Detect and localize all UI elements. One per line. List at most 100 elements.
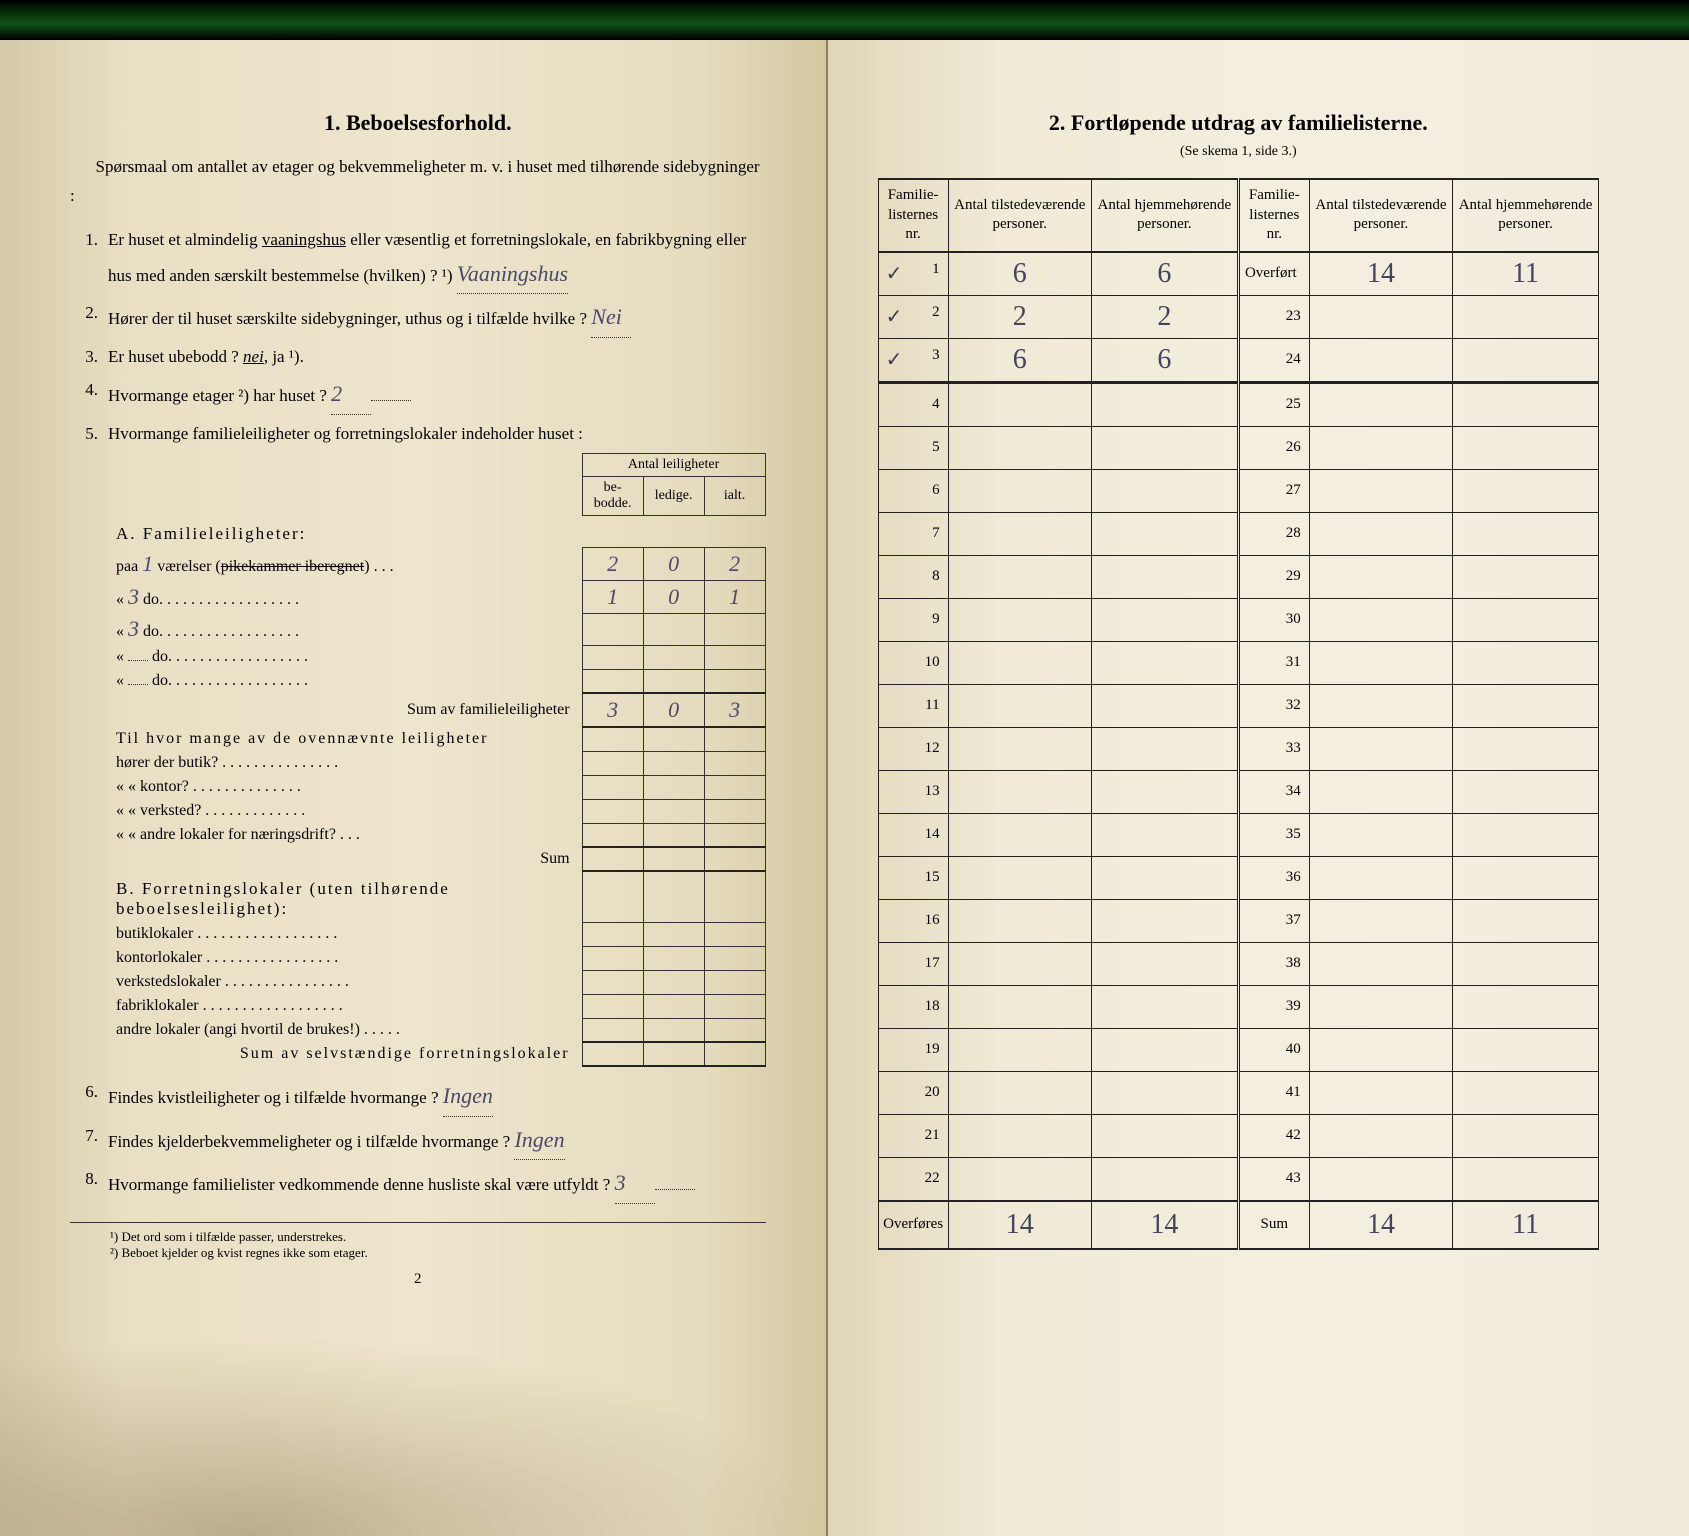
row-nr-left: 4 — [878, 382, 948, 426]
left-page: 1. Beboelsesforhold. Spørsmaal om antall… — [0, 40, 828, 1536]
row-nr-left: 14 — [878, 813, 948, 856]
fn2: ²) Beboet kjelder og kvist regnes ikke s… — [110, 1245, 766, 1261]
row-a-left — [948, 1114, 1091, 1157]
row-a-left — [948, 426, 1091, 469]
fam-h2b: Antal tilstedeværende personer. — [1309, 179, 1452, 252]
row-nr-right: 41 — [1238, 1071, 1309, 1114]
q5-text: Hvormange familieleiligheter og forretni… — [108, 419, 766, 449]
row-a-right — [1309, 641, 1452, 684]
fam-h1a: Familie- listernes nr. — [878, 179, 948, 252]
q1: 1. Er huset et almindelig vaaningshus el… — [70, 225, 766, 294]
table-row: 1132 — [878, 684, 1598, 727]
row-nr-right: 39 — [1238, 985, 1309, 1028]
row-b-left — [1091, 1157, 1238, 1201]
row-b-right — [1453, 727, 1599, 770]
table-row: ✓22223 — [878, 295, 1598, 338]
foot-right-a: 14 — [1309, 1201, 1452, 1249]
table-row: 1031 — [878, 641, 1598, 684]
leil-h3: ialt. — [704, 476, 765, 515]
row-b-left — [1091, 512, 1238, 555]
rA5-rest: do. . . . . . . . . . . . . . . . . . — [148, 672, 308, 689]
row-b-right — [1453, 512, 1599, 555]
row-nr-right: 29 — [1238, 555, 1309, 598]
row-b-right — [1453, 985, 1599, 1028]
til-sum: Sum — [110, 847, 582, 871]
q3-nei: nei — [243, 347, 264, 366]
row-b-right — [1453, 856, 1599, 899]
row-a-right — [1309, 1071, 1452, 1114]
rB4: fabriklokaler . . . . . . . . . . . . . … — [110, 994, 582, 1018]
rA2-n: 3 — [128, 584, 139, 609]
family-table: Familie- listernes nr. Antal tilstedevær… — [878, 178, 1599, 1250]
q2: 2. Hører der til huset særskilte sidebyg… — [70, 298, 766, 338]
row-a-right — [1309, 1028, 1452, 1071]
q3: 3. Er huset ubebodd ? nei, ja ¹). — [70, 342, 766, 372]
row-a-left: 6 — [948, 338, 1091, 382]
rA5-pre: « — [116, 672, 128, 689]
row-b-left — [1091, 727, 1238, 770]
q2-answer: Nei — [591, 298, 631, 338]
rA2-rest: do. . . . . . . . . . . . . . . . . . — [139, 591, 299, 608]
row-b-left — [1091, 641, 1238, 684]
page-number-left: 2 — [70, 1271, 766, 1288]
sumA-v0: 3 — [582, 693, 643, 727]
row-a-left — [948, 1071, 1091, 1114]
table-row: 1435 — [878, 813, 1598, 856]
row-nr-right: Overført — [1238, 252, 1309, 296]
row-nr-right: 26 — [1238, 426, 1309, 469]
row-b-right — [1453, 1157, 1599, 1201]
row-b-left — [1091, 555, 1238, 598]
row-a-right — [1309, 899, 1452, 942]
til-r4: « « andre lokaler for næringsdrift? . . … — [110, 823, 582, 847]
right-sub: (Se skema 1, side 3.) — [878, 144, 1599, 160]
row-a-left — [948, 512, 1091, 555]
rowA2: « 3 do. . . . . . . . . . . . . . . . . … — [110, 580, 765, 613]
family-table-body: ✓166Overført1411✓22223✓36624425526627728… — [878, 252, 1598, 1201]
table-row: 728 — [878, 512, 1598, 555]
q1-num: 1. — [70, 225, 108, 294]
row-b-right: 11 — [1453, 252, 1599, 296]
row-nr-right: 43 — [1238, 1157, 1309, 1201]
row-b-right — [1453, 942, 1599, 985]
row-a-right — [1309, 1114, 1452, 1157]
row-a-right — [1309, 684, 1452, 727]
row-b-right — [1453, 899, 1599, 942]
row-b-left: 6 — [1091, 252, 1238, 296]
row-b-left — [1091, 426, 1238, 469]
row-a-left — [948, 598, 1091, 641]
rA1-v0: 2 — [582, 547, 643, 580]
row-nr-right: 42 — [1238, 1114, 1309, 1157]
row-a-right — [1309, 727, 1452, 770]
row-a-right — [1309, 598, 1452, 641]
row-nr-right: 38 — [1238, 942, 1309, 985]
leil-head-top: Antal leiligheter — [582, 453, 765, 476]
sumA-row: Sum av familieleiligheter 3 0 3 — [110, 693, 765, 727]
row-nr-left: 19 — [878, 1028, 948, 1071]
leilighet-table: Antal leiligheter be- bodde. ledige. ial… — [110, 453, 766, 1068]
row-nr-right: 30 — [1238, 598, 1309, 641]
foot-left-label: Overføres — [878, 1201, 948, 1249]
table-row: 1536 — [878, 856, 1598, 899]
table-row: 2041 — [878, 1071, 1598, 1114]
row-nr-left: 5 — [878, 426, 948, 469]
row-b-right — [1453, 426, 1599, 469]
q3-a: Er huset ubebodd ? — [108, 347, 243, 366]
rA3-pre: « — [116, 623, 128, 640]
row-b-right — [1453, 598, 1599, 641]
foot-left-b: 14 — [1091, 1201, 1238, 1249]
row-nr-left: 6 — [878, 469, 948, 512]
row-b-right — [1453, 684, 1599, 727]
row-a-left — [948, 942, 1091, 985]
row-b-right — [1453, 1114, 1599, 1157]
q7: 7. Findes kjelderbekvemmeligheter og i t… — [70, 1121, 766, 1161]
row-nr-left: 9 — [878, 598, 948, 641]
family-footer-row: Overføres 14 14 Sum 14 11 — [878, 1201, 1598, 1249]
table-row: 1839 — [878, 985, 1598, 1028]
til-r3: « « verksted? . . . . . . . . . . . . . — [110, 799, 582, 823]
rowA5: « do. . . . . . . . . . . . . . . . . . — [110, 669, 765, 693]
row-nr-left: 21 — [878, 1114, 948, 1157]
question-list: 1. Er huset et almindelig vaaningshus el… — [70, 225, 766, 449]
footnotes: ¹) Det ord som i tilfælde passer, unders… — [70, 1222, 766, 1261]
q6-num: 6. — [70, 1077, 108, 1117]
leil-h2: ledige. — [643, 476, 704, 515]
